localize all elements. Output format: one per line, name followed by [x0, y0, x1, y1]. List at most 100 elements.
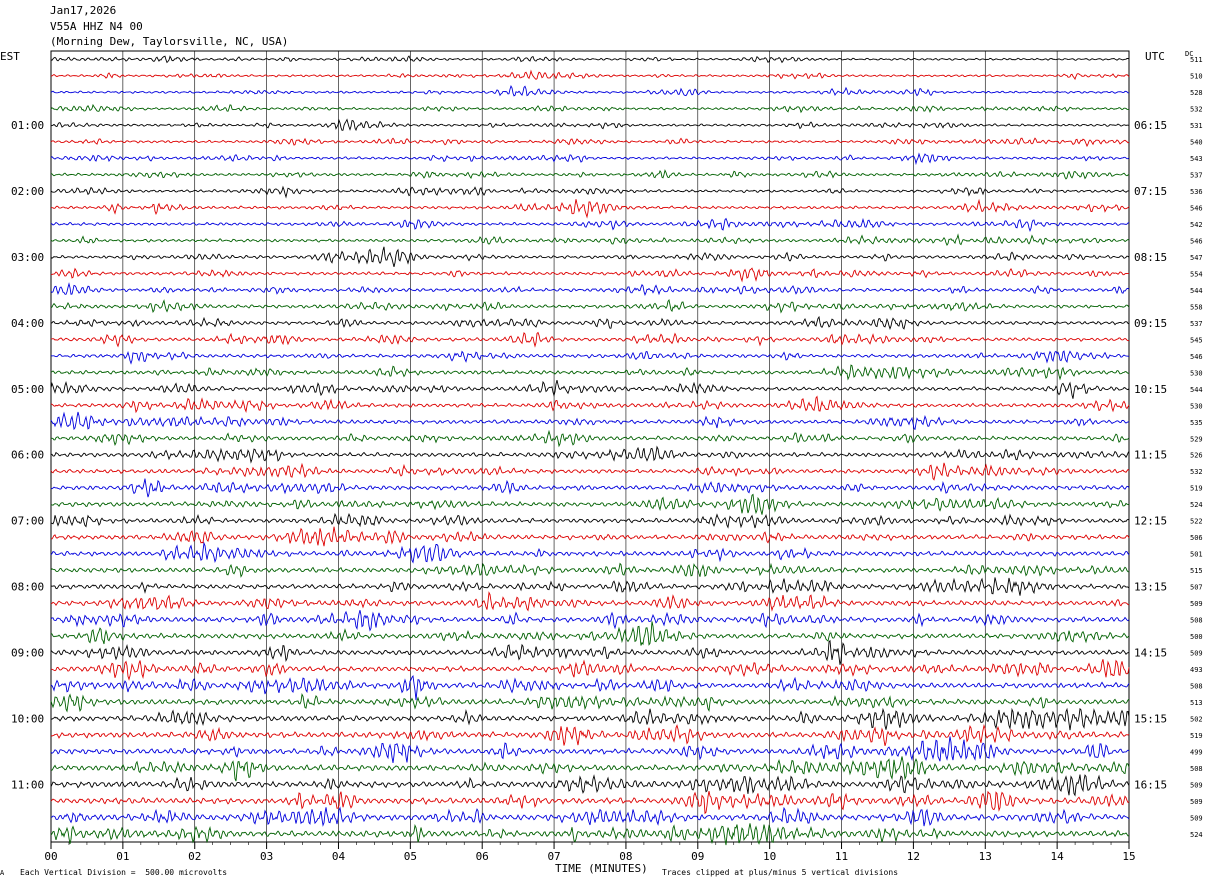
seismic-trace: [50, 169, 1130, 180]
dc-offset-label: 500: [1190, 633, 1203, 641]
dc-offset-label: 513: [1190, 699, 1203, 707]
dc-offset-label: 501: [1190, 551, 1203, 559]
dc-offset-label: 509: [1190, 814, 1203, 822]
left-hour-label: 01:00: [11, 119, 44, 132]
dc-offset-label: 554: [1190, 270, 1203, 278]
station-location: (Morning Dew, Taylorsville, NC, USA): [50, 35, 289, 48]
x-tick-label: 02: [188, 850, 201, 863]
dc-offset-label: 522: [1190, 518, 1203, 526]
dc-offset-label: 532: [1190, 468, 1203, 476]
seismic-trace: [50, 364, 1130, 381]
seismic-trace: [50, 429, 1130, 448]
right-hour-label: 12:15: [1134, 515, 1167, 528]
seismic-trace: [50, 282, 1130, 297]
right-hour-label: 06:15: [1134, 119, 1167, 132]
seismic-trace: [50, 198, 1130, 219]
seismic-trace: [50, 445, 1130, 464]
x-tick-label: 01: [116, 850, 129, 863]
dc-offset-label: 519: [1190, 732, 1203, 740]
x-tick-label: 05: [404, 850, 417, 863]
dc-offset-label: 544: [1190, 386, 1203, 394]
seismic-trace: [50, 756, 1130, 782]
seismic-trace: [50, 723, 1130, 746]
seismic-trace: [50, 350, 1130, 365]
dc-offset-label: 530: [1190, 402, 1203, 410]
seismic-trace: [50, 526, 1130, 547]
seismic-trace: [50, 379, 1130, 399]
x-tick-label: 06: [476, 850, 489, 863]
left-timezone-label: EST: [0, 50, 20, 63]
seismic-trace: [50, 118, 1130, 132]
division-note: Each Vertical Division = 500.00 microvol…: [20, 868, 228, 877]
x-tick-label: 14: [1051, 850, 1065, 863]
plot-date: Jan17,2026: [50, 4, 117, 17]
dc-offset-label: 524: [1190, 831, 1203, 839]
dc-offset-label: 535: [1190, 419, 1203, 427]
x-tick-label: 09: [691, 850, 704, 863]
dc-offset-label: 531: [1190, 122, 1203, 130]
left-hour-label: 03:00: [11, 251, 44, 264]
right-hour-label: 16:15: [1134, 778, 1167, 791]
seismic-trace: [50, 55, 1130, 64]
seismic-trace: [50, 541, 1130, 564]
dc-offset-label: 528: [1190, 89, 1203, 97]
seismic-trace: [50, 610, 1130, 632]
seismic-trace: [50, 577, 1130, 596]
right-hour-label: 13:15: [1134, 581, 1167, 594]
seismic-trace: [50, 806, 1130, 827]
seismic-trace: [50, 659, 1130, 681]
seismic-trace: [50, 137, 1130, 148]
station-code: V55A HHZ N4 00: [50, 20, 143, 33]
x-tick-label: 13: [979, 850, 992, 863]
seismic-trace: [50, 823, 1130, 846]
seismic-trace: [50, 478, 1130, 498]
right-hour-label: 09:15: [1134, 317, 1167, 330]
dc-offset-label: 545: [1190, 336, 1203, 344]
dc-offset-label: 509: [1190, 600, 1203, 608]
dc-offset-label: 537: [1190, 320, 1203, 328]
seismic-trace: [50, 185, 1130, 199]
seismic-trace: [50, 217, 1130, 233]
dc-offset-label: 544: [1190, 287, 1203, 295]
x-tick-label: 00: [44, 850, 57, 863]
seismic-trace: [50, 246, 1130, 267]
x-tick-label: 11: [835, 850, 848, 863]
left-hour-label: 08:00: [11, 581, 44, 594]
dc-offset-label: 542: [1190, 221, 1203, 229]
seismic-trace: [50, 774, 1130, 797]
dc-offset-label: 509: [1190, 798, 1203, 806]
seismic-trace: [50, 69, 1130, 81]
x-tick-label: 12: [907, 850, 920, 863]
dc-offset-label: 509: [1190, 649, 1203, 657]
seismic-trace: [50, 493, 1130, 515]
dc-offset-label: 558: [1190, 303, 1203, 311]
dc-offset-label: 540: [1190, 139, 1203, 147]
seismic-trace: [50, 267, 1130, 283]
dc-offset-label: 547: [1190, 254, 1203, 262]
dc-header-label: DC: [1185, 50, 1194, 58]
seismic-trace: [50, 512, 1130, 529]
dc-offset-label: 546: [1190, 205, 1203, 213]
left-hour-label: 02:00: [11, 185, 44, 198]
dc-offset-label: 537: [1190, 172, 1203, 180]
seismic-trace: [50, 790, 1130, 815]
dc-offset-label: 510: [1190, 73, 1203, 81]
left-hour-label: 11:00: [11, 778, 44, 791]
seismic-trace: [50, 103, 1130, 114]
seismic-trace: [50, 621, 1130, 646]
right-hour-label: 08:15: [1134, 251, 1167, 264]
dc-offset-label: 543: [1190, 155, 1203, 163]
dc-offset-label: 508: [1190, 765, 1203, 773]
right-timezone-label: UTC: [1145, 50, 1165, 63]
dc-offset-label: 508: [1190, 682, 1203, 690]
dc-offset-label: 515: [1190, 567, 1203, 575]
dc-offset-label: 526: [1190, 452, 1203, 460]
left-hour-label: 07:00: [11, 515, 44, 528]
dc-offset-label: 519: [1190, 485, 1203, 493]
right-hour-label: 07:15: [1134, 185, 1167, 198]
dc-offset-label: 529: [1190, 435, 1203, 443]
x-tick-label: 07: [547, 850, 560, 863]
right-hour-label: 10:15: [1134, 383, 1167, 396]
dc-offset-label: 493: [1190, 666, 1203, 674]
